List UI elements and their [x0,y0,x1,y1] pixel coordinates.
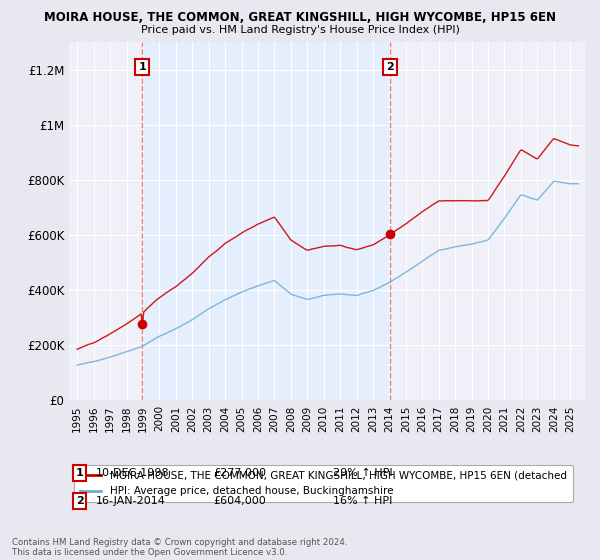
Text: 29% ↑ HPI: 29% ↑ HPI [333,468,392,478]
Text: 2: 2 [76,496,83,506]
Text: 2: 2 [386,62,394,72]
Text: 1: 1 [138,62,146,72]
Text: £277,000: £277,000 [213,468,266,478]
Text: Price paid vs. HM Land Registry's House Price Index (HPI): Price paid vs. HM Land Registry's House … [140,25,460,35]
Text: 16% ↑ HPI: 16% ↑ HPI [333,496,392,506]
Bar [142,42,390,400]
Text: 16-JAN-2014: 16-JAN-2014 [96,496,166,506]
Text: 1: 1 [76,468,83,478]
Text: 10-DEC-1998: 10-DEC-1998 [96,468,170,478]
Text: Contains HM Land Registry data © Crown copyright and database right 2024.
This d: Contains HM Land Registry data © Crown c… [12,538,347,557]
Text: MOIRA HOUSE, THE COMMON, GREAT KINGSHILL, HIGH WYCOMBE, HP15 6EN: MOIRA HOUSE, THE COMMON, GREAT KINGSHILL… [44,11,556,24]
Legend: MOIRA HOUSE, THE COMMON, GREAT KINGSHILL, HIGH WYCOMBE, HP15 6EN (detached, HPI:: MOIRA HOUSE, THE COMMON, GREAT KINGSHILL… [74,465,573,502]
Text: £604,000: £604,000 [213,496,266,506]
